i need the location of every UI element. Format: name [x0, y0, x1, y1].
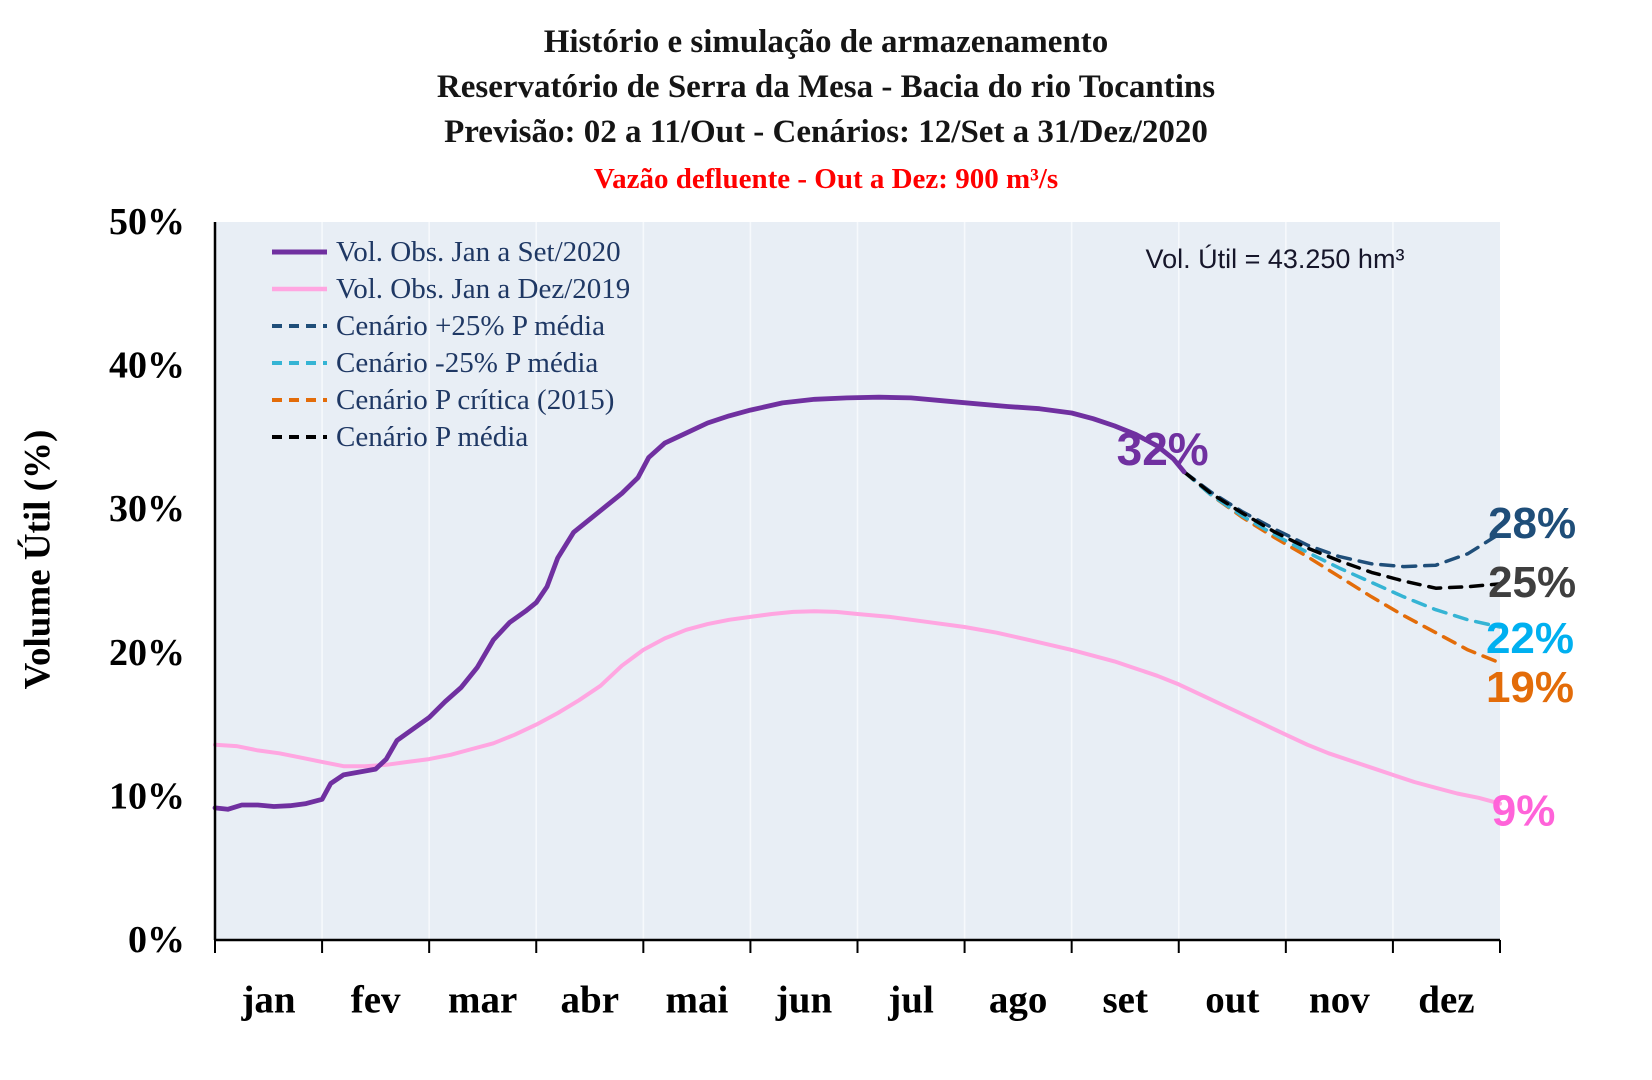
y-tick-label-30: 30%	[109, 488, 185, 530]
chart-title-line3: Previsão: 02 a 11/Out - Cenários: 12/Set…	[444, 114, 1208, 150]
x-tick-label-jun: jun	[775, 979, 833, 1022]
chart-header: Histório e simulação de armazenamento Re…	[0, 20, 1652, 197]
y-tick-label-40: 40%	[109, 345, 185, 387]
annotation-22: 22%	[1486, 614, 1574, 663]
chart-title-line2: Reservatório de Serra da Mesa - Bacia do…	[436, 69, 1216, 105]
y-axis-title: Volume Útil (%)	[17, 429, 59, 690]
legend-label-cen-rio-25-p-m-dia: Cenário -25% P média	[336, 347, 598, 379]
chart-title-line1: Histório e simulação de armazenamento	[543, 24, 1109, 60]
legend-label-cen-rio-25-p-m-dia: Cenário +25% P média	[336, 310, 605, 342]
chart-subtitle-outflow: Vazão defluente - Out a Dez: 900 m³/s	[593, 163, 1059, 195]
legend: Vol. Obs. Jan a Set/2020 Vol. Obs. Jan a …	[272, 236, 630, 453]
y-tick-label-10: 10%	[109, 775, 185, 817]
series-vol-obs-jan-a-dez-2019	[213, 609, 1502, 806]
x-tick-label-fev: fev	[351, 979, 401, 1022]
y-tick-label-0: 0%	[128, 919, 185, 961]
annotation-32: 32%	[1117, 423, 1209, 475]
annotation-28: 28%	[1488, 499, 1576, 548]
x-tick-label-mar: mar	[448, 979, 517, 1022]
legend-label-cen-rio-p-m-dia: Cenário P média	[336, 421, 528, 453]
legend-label-vol-obs-jan-a-set-2020: Vol. Obs. Jan a Set/2020	[336, 236, 621, 268]
x-tick-label-out: out	[1205, 979, 1259, 1022]
y-tick-label-50: 50%	[109, 201, 185, 243]
annotation-19: 19%	[1486, 663, 1574, 712]
x-tick-label-set: set	[1102, 979, 1147, 1022]
annotation-25: 25%	[1488, 558, 1576, 607]
series-vol-obs-jan-a-set-2020	[212, 394, 1187, 812]
annotation-9: 9%	[1492, 786, 1556, 835]
useful-volume-note: Vol. Útil = 43.250 hm³	[1145, 244, 1405, 274]
x-tick-label-abr: abr	[561, 979, 620, 1022]
series-cen-rio-25-p-m-dia	[1182, 470, 1502, 629]
x-tick-label-jul: jul	[887, 979, 934, 1022]
x-tick-label-mai: mai	[665, 979, 728, 1022]
x-tick-label-ago: ago	[989, 979, 1048, 1022]
x-tick-label-jan: jan	[240, 979, 295, 1022]
series-cen-rio-p-cr-tica-2015	[1182, 470, 1502, 665]
series-cen-rio-p-m-dia	[1182, 470, 1502, 590]
x-tick-label-nov: nov	[1309, 979, 1370, 1022]
x-tick-label-dez: dez	[1418, 979, 1474, 1022]
series-cen-rio-25-p-m-dia	[1182, 470, 1502, 569]
legend-label-vol-obs-jan-a-dez-2019: Vol. Obs. Jan a Dez/2019	[336, 273, 630, 305]
legend-label-cen-rio-p-cr-tica-2015: Cenário P crítica (2015)	[336, 384, 614, 416]
y-tick-label-20: 20%	[109, 632, 185, 674]
